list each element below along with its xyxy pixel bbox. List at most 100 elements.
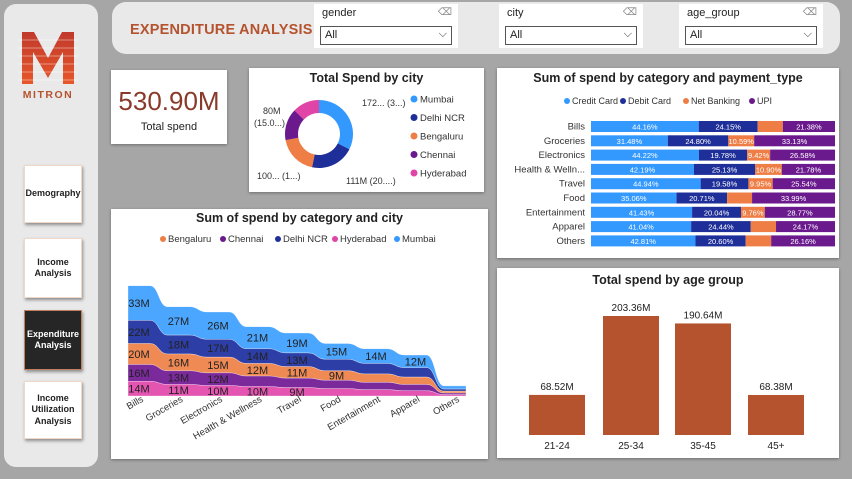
category-label: 21-24 bbox=[544, 441, 570, 452]
nav-demography-button[interactable]: Demography bbox=[24, 165, 82, 223]
gender-slicer: gender ⌫ All ⌵ bbox=[314, 4, 458, 48]
gender-dropdown[interactable]: All ⌵ bbox=[320, 26, 452, 45]
bar-segment bbox=[748, 178, 773, 190]
data-label: 68.38M bbox=[759, 382, 792, 393]
legend-marker bbox=[220, 236, 226, 242]
bar-segment bbox=[754, 135, 835, 147]
legend-marker bbox=[410, 95, 418, 103]
legend-label: Mumbai bbox=[420, 95, 454, 106]
data-label: 9.95% bbox=[750, 180, 772, 189]
data-label: 68.52M bbox=[540, 382, 573, 393]
nav-label: Income Utilization Analysis bbox=[31, 393, 75, 426]
data-label: 11M bbox=[287, 367, 308, 379]
data-label: 9M bbox=[289, 387, 304, 399]
legend-marker bbox=[749, 98, 755, 104]
bar-segment bbox=[591, 221, 692, 233]
chevron-down-icon: ⌵ bbox=[438, 28, 447, 40]
category-label: Food bbox=[319, 394, 343, 414]
legend-marker bbox=[160, 236, 166, 242]
data-label: 9.76% bbox=[742, 208, 764, 217]
header-bar: EXPENDITURE ANALYSIS gender ⌫ All ⌵ city … bbox=[112, 2, 840, 54]
legend-label: Debit Card bbox=[628, 96, 671, 106]
page-title: EXPENDITURE ANALYSIS bbox=[130, 22, 313, 38]
data-label: 203.36M bbox=[612, 303, 651, 314]
bar-segment bbox=[591, 192, 677, 204]
age-group-dropdown[interactable]: All ⌵ bbox=[685, 26, 817, 45]
dropdown-value: All bbox=[690, 29, 703, 41]
legend-label: Bengaluru bbox=[420, 132, 463, 143]
ribbon-chart: Bengaluru Chennai Delhi NCR Hyderabad Mumbai… bbox=[125, 234, 467, 442]
donut-label: (15.0...) bbox=[254, 118, 285, 128]
data-label: 14M bbox=[247, 351, 268, 363]
bar-segment bbox=[700, 178, 749, 190]
data-label: 25.54% bbox=[791, 180, 817, 189]
data-label: 35.06% bbox=[621, 194, 647, 203]
data-label: 15M bbox=[207, 360, 228, 372]
data-label: 41.04% bbox=[628, 223, 654, 232]
age-bar-chart: 68.52M 21-24 203.36M 25-34 190.64M 35-45 68.38… bbox=[529, 303, 804, 452]
bar-segment bbox=[757, 121, 783, 132]
bar-segment bbox=[770, 149, 835, 161]
bar-segment bbox=[698, 149, 748, 161]
data-label: 21.38% bbox=[796, 123, 822, 132]
data-label: 24.15% bbox=[715, 123, 741, 132]
donut-label: 100... (1...) bbox=[257, 171, 301, 181]
category-label: Apparel bbox=[552, 222, 585, 233]
bar-segment bbox=[772, 178, 835, 190]
data-label: 11M bbox=[168, 385, 189, 397]
data-label: 33.99% bbox=[781, 194, 807, 203]
data-label: 16M bbox=[168, 357, 189, 369]
city-dropdown[interactable]: All ⌵ bbox=[505, 26, 637, 45]
bar-segment bbox=[676, 192, 728, 204]
data-label: 26M bbox=[207, 321, 228, 333]
data-label: 10M bbox=[207, 386, 228, 398]
legend-label: Bengaluru bbox=[168, 234, 211, 245]
bar-segment bbox=[591, 149, 699, 161]
category-label: 45+ bbox=[768, 441, 785, 452]
data-label: 190.64M bbox=[684, 310, 723, 321]
age-bar bbox=[675, 323, 731, 435]
dropdown-value: All bbox=[510, 29, 523, 41]
legend-label: Mumbai bbox=[402, 234, 436, 245]
legend-marker bbox=[410, 151, 418, 158]
donut-label: 80M bbox=[263, 106, 281, 116]
data-label: 42.19% bbox=[630, 165, 656, 174]
dropdown-value: All bbox=[325, 29, 338, 41]
data-label: 9.42% bbox=[748, 151, 770, 160]
donut-slice bbox=[285, 110, 304, 141]
chart-title: Sum of spend by category and payment_typ… bbox=[533, 71, 803, 85]
category-label: Food bbox=[563, 193, 585, 204]
chart-title: Total spend by age group bbox=[592, 273, 744, 287]
data-label: 19.58% bbox=[712, 180, 738, 189]
category-label: Health & Welln... bbox=[514, 164, 585, 175]
data-label: 20.04% bbox=[704, 208, 730, 217]
data-label: 21.78% bbox=[796, 165, 822, 174]
bar-segment bbox=[771, 235, 835, 247]
legend-marker bbox=[564, 98, 570, 104]
nav-expenditure-analysis-button[interactable]: Expenditure Analysis bbox=[24, 310, 82, 370]
bar-segment bbox=[591, 206, 693, 218]
legend-marker bbox=[410, 114, 418, 121]
bar-segment bbox=[745, 235, 772, 247]
legend-label: Chennai bbox=[228, 234, 263, 245]
erase-icon[interactable]: ⌫ bbox=[622, 7, 637, 18]
spend-by-city-card: Total Spend by city 172... (3...) 111M (2… bbox=[249, 68, 484, 192]
data-label: 13M bbox=[168, 373, 189, 385]
nav-label: Income Analysis bbox=[34, 256, 72, 278]
bar-segment bbox=[728, 135, 755, 147]
bar-segment bbox=[764, 206, 835, 218]
nav-income-analysis-button[interactable]: Income Analysis bbox=[24, 238, 82, 298]
legend-marker bbox=[394, 236, 400, 242]
nav-income-utilization-button[interactable]: Income Utilization Analysis bbox=[24, 381, 82, 439]
erase-icon[interactable]: ⌫ bbox=[437, 7, 452, 18]
mitron-logo: MITRON bbox=[18, 28, 78, 104]
category-label: Apparel bbox=[388, 394, 422, 420]
category-label: Electronics bbox=[539, 150, 586, 161]
category-label: Entertainment bbox=[526, 207, 586, 218]
data-label: 9M bbox=[329, 371, 344, 383]
erase-icon[interactable]: ⌫ bbox=[802, 7, 817, 18]
age-bar bbox=[529, 394, 585, 435]
category-label: Travel bbox=[559, 179, 585, 190]
slicer-label: city bbox=[507, 7, 524, 19]
bar-segment bbox=[693, 163, 756, 175]
